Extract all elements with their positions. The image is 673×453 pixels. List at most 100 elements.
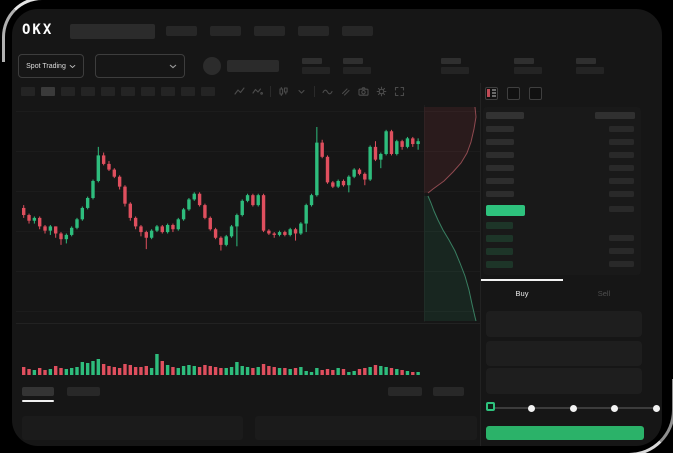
chevron-down-icon (69, 64, 76, 68)
ask-amount-placeholder (609, 152, 634, 158)
bid-amount-placeholder (609, 261, 634, 267)
okx-logo: OKX (22, 22, 54, 38)
order-input-placeholder[interactable] (486, 368, 642, 394)
bid-amount-placeholder (609, 235, 634, 241)
volume-svg (22, 354, 420, 375)
nav-item-placeholder[interactable] (210, 26, 241, 36)
chart-bottom-tabs (22, 387, 100, 396)
ticker-stat-placeholder (302, 58, 330, 74)
bid-price-placeholder (486, 222, 513, 229)
bottom-tab-placeholder[interactable] (22, 387, 54, 396)
trade-sidebar: Buy Sell (480, 83, 662, 446)
ask-amount-placeholder (609, 206, 634, 212)
tab-sell[interactable]: Sell (597, 288, 611, 298)
tab-buy[interactable]: Buy (481, 279, 563, 303)
okx-trading-app: OKX Spot Trading Buy (12, 9, 662, 446)
settings-gear-icon[interactable] (376, 86, 387, 97)
market-type-label: Spot Trading (26, 62, 66, 70)
volume-chart[interactable] (16, 323, 480, 375)
last-price-highlight (486, 205, 525, 216)
pattern-icon[interactable] (252, 86, 263, 97)
toolbar-divider (314, 86, 315, 97)
ask-price-placeholder (486, 139, 514, 145)
ask-price-placeholder (486, 191, 514, 197)
chart-tools-toolbar (234, 84, 405, 99)
timeframe-button[interactable] (201, 87, 215, 96)
order-book[interactable] (483, 107, 641, 275)
timeframe-button[interactable] (21, 87, 35, 96)
chevron-down-icon (169, 64, 177, 68)
ask-price-placeholder (486, 165, 514, 171)
bid-price-placeholder (486, 235, 513, 242)
ask-price-placeholder (486, 126, 514, 132)
bid-amount-placeholder (609, 248, 634, 254)
stat-value-placeholder (302, 67, 330, 74)
camera-icon[interactable] (358, 86, 369, 97)
indicators-icon[interactable] (340, 86, 351, 97)
nav-item-placeholder[interactable] (342, 26, 373, 36)
bottom-action-placeholder[interactable] (388, 387, 422, 396)
ask-amount-placeholder (609, 126, 634, 132)
timeframe-button[interactable] (141, 87, 155, 96)
orderbook-buy-icon[interactable] (487, 87, 520, 100)
timeframe-button[interactable] (101, 87, 115, 96)
slider-handle[interactable] (486, 402, 495, 411)
order-side-tabs: Buy Sell (481, 279, 651, 303)
timeframe-button[interactable] (61, 87, 75, 96)
nav-item-placeholder[interactable] (298, 26, 329, 36)
ask-amount-placeholder (609, 178, 634, 184)
chart-bottom-actions (388, 387, 464, 396)
trendline-icon[interactable] (234, 86, 245, 97)
coin-icon (203, 57, 221, 75)
orders-panel-placeholder[interactable] (22, 416, 243, 440)
stat-value-placeholder (441, 67, 469, 74)
slider-step-dot[interactable] (569, 404, 577, 412)
pair-name-placeholder (227, 60, 279, 72)
amount-slider[interactable] (486, 401, 660, 415)
ask-amount-placeholder (609, 139, 634, 145)
search-bar-placeholder[interactable] (70, 24, 155, 39)
ask-price-placeholder (486, 178, 514, 184)
toolbar-divider (270, 86, 271, 97)
order-input-placeholder[interactable] (486, 311, 642, 337)
slider-step-dot[interactable] (652, 404, 660, 412)
ob-header-amount-placeholder (595, 112, 635, 119)
stat-label-placeholder (576, 58, 596, 64)
stat-value-placeholder (514, 67, 542, 74)
buy-submit-button[interactable] (486, 426, 644, 440)
timeframe-button[interactable] (161, 87, 175, 96)
timeframe-button[interactable] (41, 87, 55, 96)
bottom-action-placeholder[interactable] (433, 387, 464, 396)
ticker-stat-placeholder (514, 58, 542, 74)
fullscreen-icon[interactable] (394, 86, 405, 97)
market-type-dropdown[interactable]: Spot Trading (18, 54, 84, 78)
pair-dropdown[interactable] (95, 54, 185, 78)
nav-item-placeholder[interactable] (166, 26, 197, 36)
bottom-tab-placeholder[interactable] (67, 387, 100, 396)
slider-step-dot[interactable] (611, 404, 618, 412)
stat-value-placeholder (576, 67, 604, 74)
order-input-placeholder[interactable] (486, 341, 642, 366)
timeframe-button[interactable] (181, 87, 195, 96)
stat-label-placeholder (514, 58, 534, 64)
active-tab-underline (22, 400, 54, 402)
timeframe-button[interactable] (121, 87, 135, 96)
slider-step-dot[interactable] (528, 404, 535, 412)
line-type-icon[interactable] (322, 86, 333, 97)
timeframe-button[interactable] (81, 87, 95, 96)
ticker-stats (302, 58, 604, 74)
stat-label-placeholder (441, 58, 461, 64)
ask-amount-placeholder (609, 165, 634, 171)
bid-price-placeholder (486, 261, 513, 268)
orderbook-sell-icon[interactable] (487, 87, 542, 100)
ticker-stat-placeholder (576, 58, 604, 74)
history-panel-placeholder[interactable] (255, 416, 477, 440)
orderbook-view-switcher (485, 87, 542, 100)
nav-item-placeholder[interactable] (254, 26, 285, 36)
timeframe-buttons (21, 87, 215, 96)
candlestick-svg (22, 105, 477, 322)
stat-label-placeholder (343, 58, 363, 64)
chevron-down-icon[interactable] (296, 86, 307, 97)
candle-style-icon[interactable] (278, 86, 289, 97)
candlestick-chart[interactable] (16, 105, 480, 322)
